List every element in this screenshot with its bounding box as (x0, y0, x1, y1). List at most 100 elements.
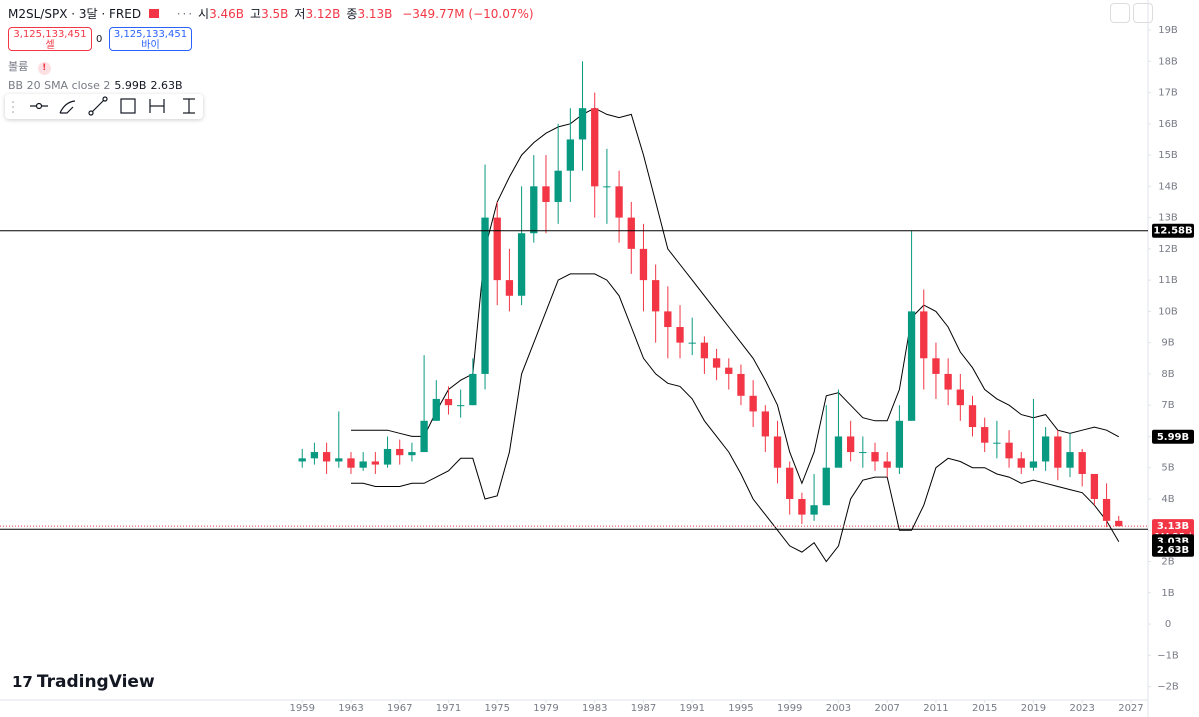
hline-label: 12.58B (1153, 226, 1192, 237)
ohlc-key: 시 (198, 7, 210, 21)
x-tick-label: 1963 (338, 703, 363, 714)
x-tick-label: 2023 (1069, 703, 1094, 714)
candle-body (920, 311, 928, 359)
y-tick-label: 4B (1161, 494, 1174, 505)
hline-label: 3.03B (1157, 536, 1189, 547)
x-tick-label: 2019 (1021, 703, 1046, 714)
candle-body (944, 373, 952, 390)
candle-body (542, 186, 550, 202)
ohlc-value: 3.5B (261, 7, 289, 21)
y-tick-label: −2B (1157, 682, 1179, 693)
range-tool[interactable] (149, 99, 165, 113)
symbol[interactable]: M2SL/SPX (8, 7, 68, 21)
change: −349.77M (−10.07%) (402, 7, 534, 21)
candle-body (505, 280, 514, 296)
source: FRED (109, 7, 142, 21)
bb-upper-band (351, 107, 1120, 485)
y-tick-label: 13B (1158, 213, 1178, 224)
candle-body (578, 108, 587, 140)
interval[interactable]: 3달 (78, 7, 98, 21)
candle-body (1090, 473, 1099, 499)
bb-upper-label: 5.99B (1157, 432, 1189, 443)
candle-body (993, 442, 1001, 444)
candle-body (383, 448, 392, 465)
logo: 17 TradingView (12, 672, 155, 692)
spread: 0 (96, 34, 103, 45)
candle-body (725, 367, 733, 374)
ohlc-value: 3.46B (209, 7, 245, 21)
sell-button[interactable]: 3,125,133,451 셀 (8, 27, 92, 51)
bb-upper-value: 5.99B (114, 79, 147, 92)
candle-body (786, 467, 794, 499)
y-tick-label: 0 (1165, 619, 1171, 630)
candle-body (554, 170, 562, 202)
candle-body (712, 358, 721, 368)
candle-body (871, 452, 879, 462)
x-tick-label: 2011 (923, 703, 948, 714)
toolbar-icons (12, 96, 195, 116)
candle-body (1066, 452, 1074, 468)
brush-tool[interactable] (59, 100, 76, 114)
buy-button[interactable]: 3,125,133,451 바이 (109, 27, 192, 51)
flag[interactable] (148, 9, 159, 18)
volume-legend[interactable]: 볼륨 ! (8, 58, 51, 75)
x-tick-label: 1967 (387, 703, 412, 714)
candle-body (517, 233, 526, 296)
candle-body (371, 461, 380, 465)
candle-body (956, 389, 964, 406)
candle-body (469, 373, 477, 406)
scroll-down-button[interactable] (1110, 3, 1130, 23)
bb-upper-label-bg (1152, 429, 1194, 444)
candle-body (676, 327, 684, 343)
candle-body (834, 436, 843, 468)
ohlc-key: 저 (294, 7, 306, 21)
warning-icon[interactable]: ! (37, 62, 51, 75)
legend-header: M2SL/SPX · 3달 · FRED ··· 시3.46B 고3.5B 저3.1… (8, 7, 534, 21)
x-tick-label: 1991 (679, 703, 704, 714)
bb-legend[interactable]: BB 20 SMA close 2 5.99B 2.63B (8, 79, 183, 92)
x-tick-label: 1959 (290, 703, 315, 714)
candle-body (396, 448, 404, 456)
candle-body (1041, 436, 1050, 462)
candle-body (773, 436, 782, 468)
candle-body (749, 395, 757, 412)
y-tick-label: 15B (1158, 150, 1178, 161)
last-price-label: 3.13B (1157, 521, 1189, 532)
rectangle-tool[interactable] (120, 98, 136, 114)
candle-body (603, 186, 611, 188)
x-tick-label: 2027 (1118, 703, 1143, 714)
candle-body (883, 461, 891, 468)
ohlc-key: 종 (346, 7, 358, 21)
bb-lower-label-bg (1152, 542, 1194, 557)
candle-body (761, 411, 769, 437)
candle-body (493, 217, 501, 281)
x-tick-label: 1979 (533, 703, 558, 714)
bb-lower-value: 2.63B (150, 79, 183, 92)
candle-body (1017, 458, 1025, 468)
price-range-tool[interactable] (183, 98, 195, 114)
y-tick-label: 18B (1158, 56, 1178, 67)
trend-line-tool[interactable] (88, 96, 108, 116)
x-tick-label: 2007 (874, 703, 899, 714)
y-tick-label: 11B (1158, 275, 1178, 286)
y-tick-label: 16B (1158, 119, 1178, 130)
candle-body (907, 311, 916, 421)
candle-body (615, 186, 623, 218)
candle-body (1005, 442, 1013, 459)
candle-body (1102, 498, 1111, 521)
candle-body (408, 452, 416, 456)
hline-label-bg (1152, 223, 1194, 238)
horizontal-ray-tool[interactable] (30, 102, 48, 110)
candle-body (651, 280, 660, 312)
y-tick-label: 14B (1158, 181, 1178, 192)
fullscreen-button[interactable] (1133, 3, 1153, 23)
x-tick-label: 1995 (728, 703, 753, 714)
more[interactable]: ··· (176, 7, 195, 21)
x-tick-label: 1983 (582, 703, 607, 714)
x-tick-label: 1999 (777, 703, 802, 714)
candle-body (347, 458, 355, 468)
candle-body (1029, 461, 1038, 468)
sell-price: 3,125,133,451 (13, 29, 87, 40)
y-tick-label: 19B (1158, 25, 1178, 36)
y-tick-label: 17B (1158, 88, 1178, 99)
